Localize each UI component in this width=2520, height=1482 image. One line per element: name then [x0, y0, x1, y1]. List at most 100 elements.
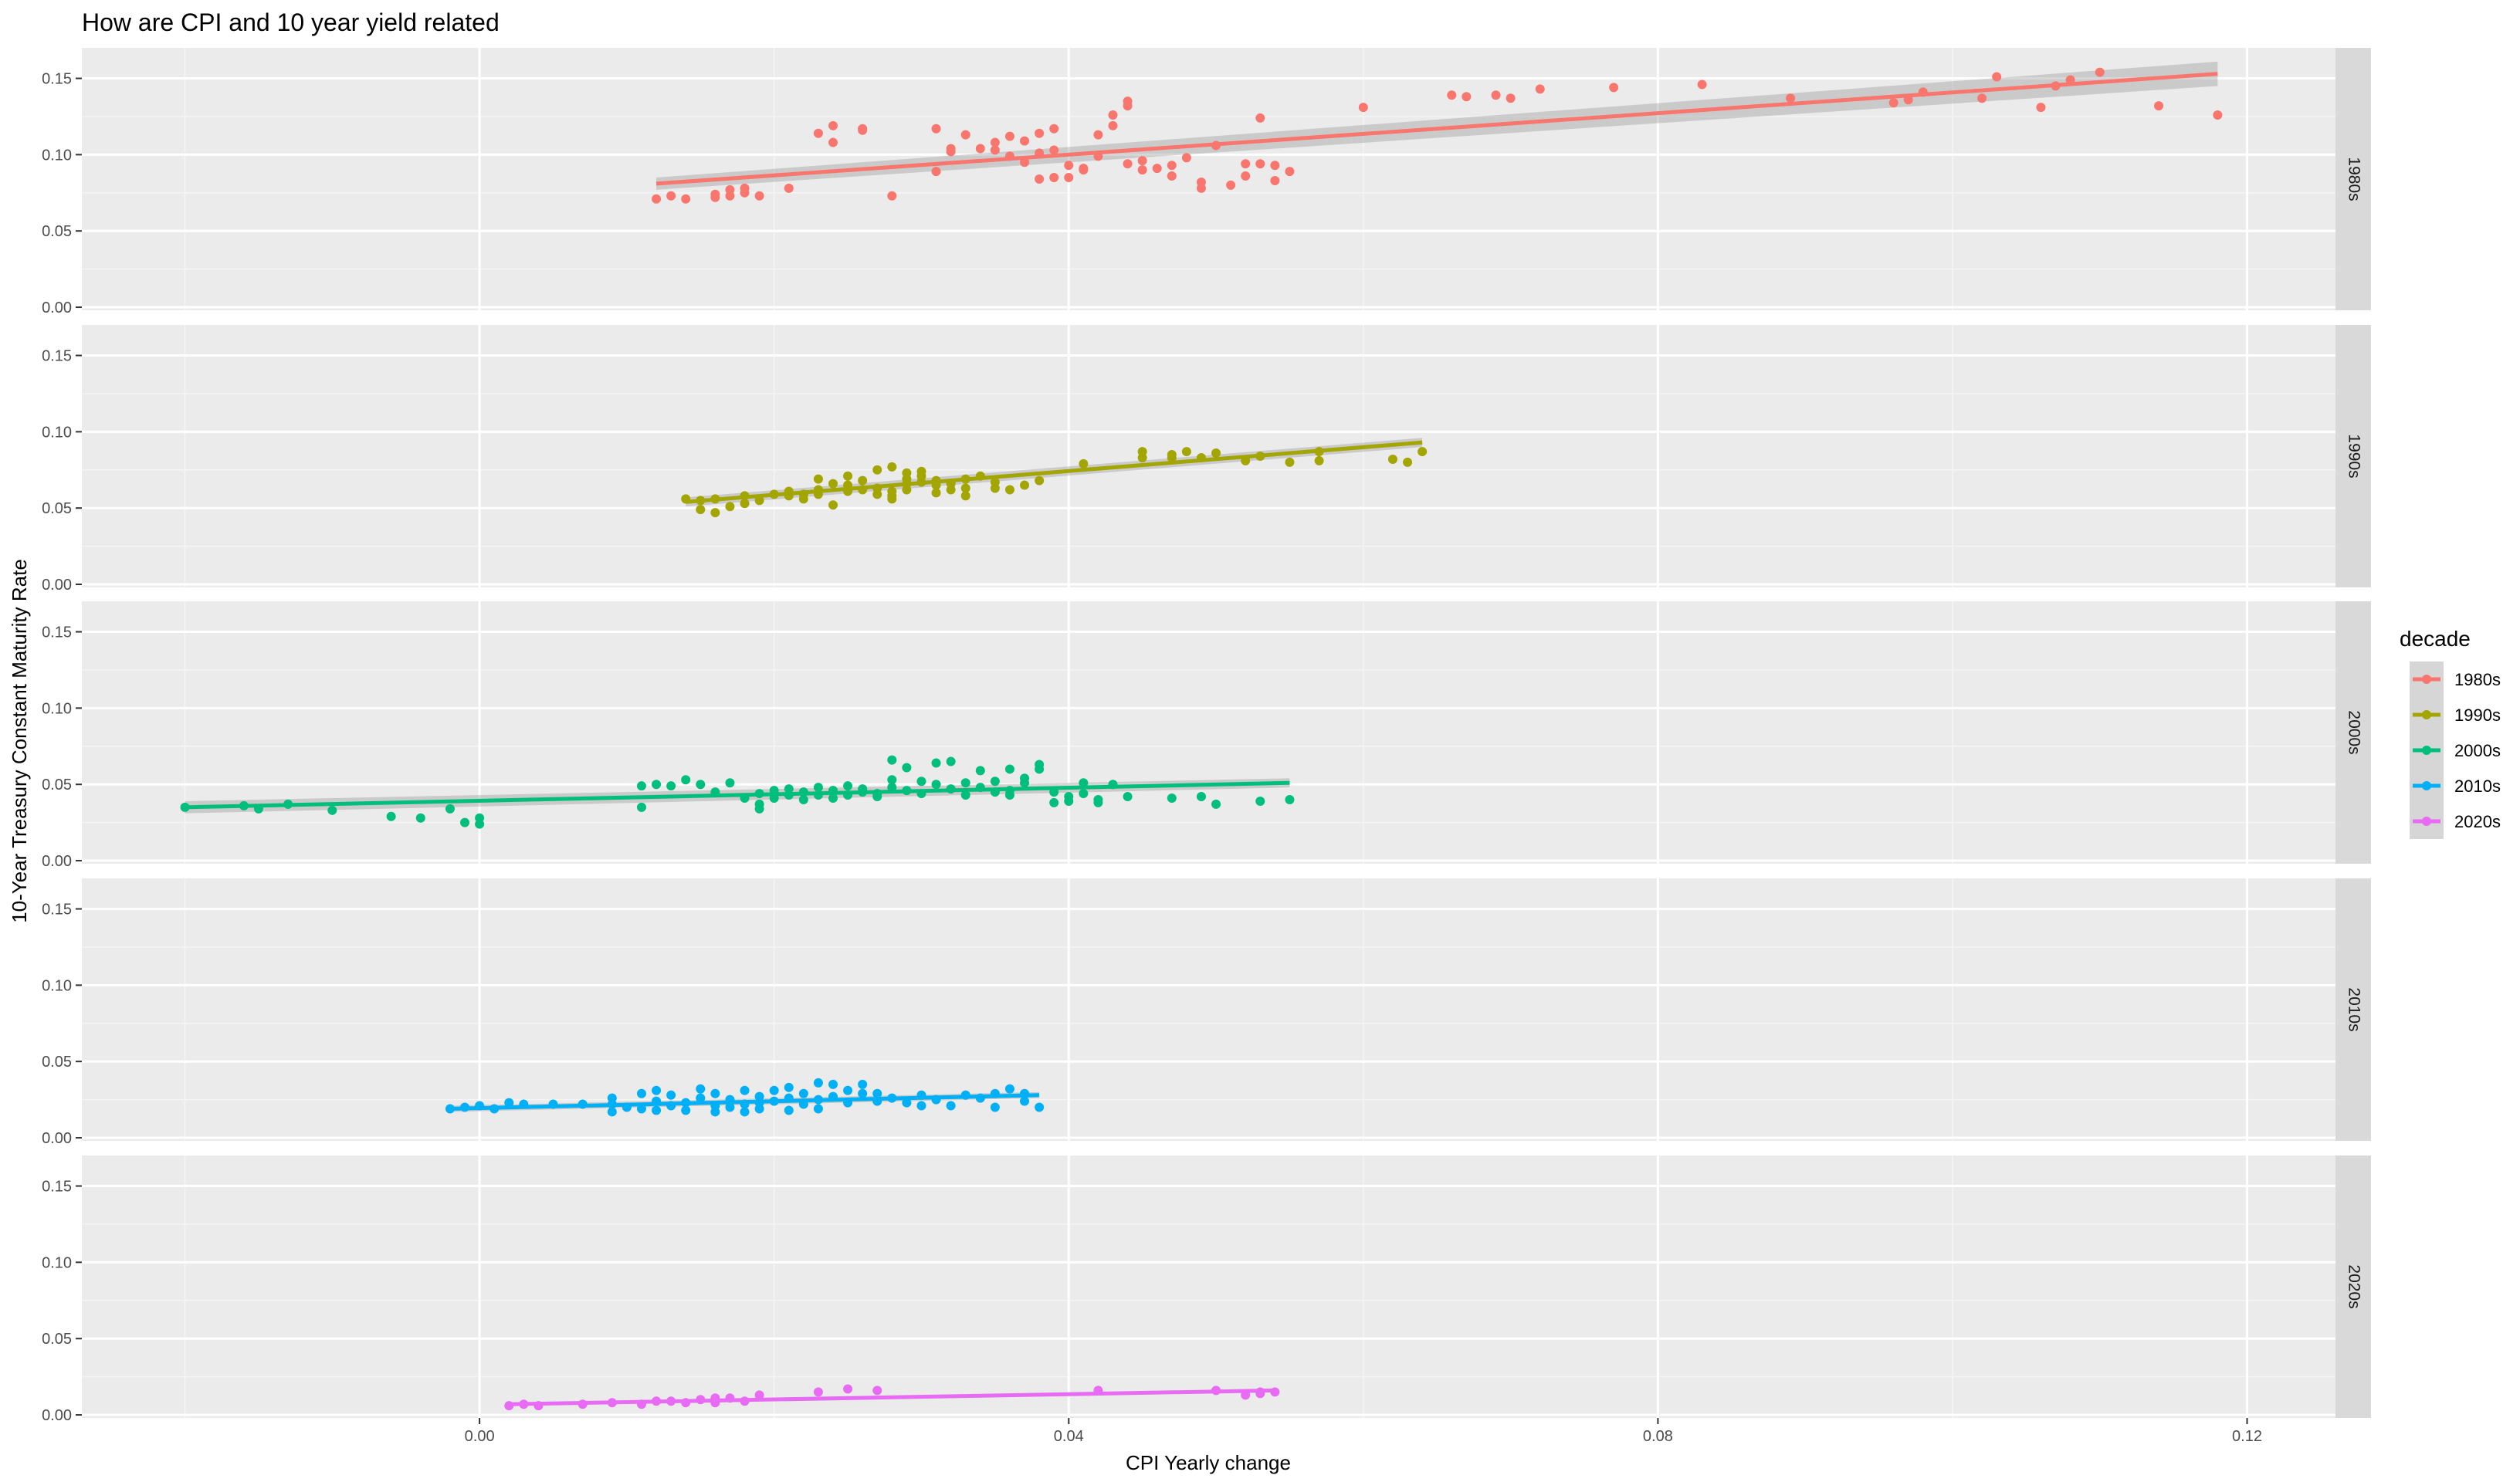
facet-panel-1990s: 0.00 0.05 0.10 0.15 1990s — [42, 325, 2371, 594]
data-point — [1004, 485, 1014, 495]
data-point — [754, 804, 764, 814]
data-point — [696, 780, 706, 790]
data-point — [2213, 110, 2223, 120]
data-point — [1491, 90, 1501, 100]
data-point — [1211, 799, 1221, 809]
data-point — [2095, 67, 2105, 77]
y-tick-label: 0.10 — [42, 700, 72, 717]
data-point — [975, 766, 985, 776]
data-point — [1079, 458, 1089, 469]
data-point — [1196, 177, 1206, 187]
panel-background — [82, 1155, 2335, 1418]
legend-item-2000s: 2000s — [2410, 733, 2501, 768]
facet-strip-label: 2010s — [2345, 987, 2362, 1031]
data-point — [725, 778, 735, 788]
y-tick-label: 0.10 — [42, 977, 72, 994]
data-point — [1609, 83, 1619, 93]
data-point — [916, 466, 926, 476]
data-point — [975, 144, 985, 154]
y-tick-label: 0.00 — [42, 1407, 72, 1424]
y-tick-label: 0.10 — [42, 424, 72, 441]
data-point — [813, 1104, 823, 1114]
data-point — [740, 1107, 750, 1117]
y-tick-label: 0.00 — [42, 299, 72, 316]
data-point — [740, 183, 750, 193]
data-point — [1079, 789, 1089, 799]
y-tick-label: 0.10 — [42, 147, 72, 164]
data-point — [1462, 92, 1472, 102]
legend-label: 2000s — [2454, 741, 2501, 760]
data-point — [872, 792, 882, 802]
data-point — [1123, 159, 1133, 169]
data-point — [1992, 72, 2002, 82]
data-point — [1035, 174, 1045, 184]
data-point — [960, 778, 970, 788]
data-point — [1255, 113, 1265, 123]
y-tick-label: 0.15 — [42, 348, 72, 365]
data-point — [858, 1088, 868, 1098]
data-point — [960, 491, 970, 501]
trend-line — [509, 1388, 1275, 1406]
data-point — [931, 488, 941, 498]
data-point — [858, 125, 868, 135]
data-point — [1035, 128, 1045, 138]
data-point — [828, 500, 838, 510]
data-point — [1786, 93, 1796, 103]
trend-line — [686, 440, 1423, 504]
data-point — [784, 183, 794, 193]
data-point — [1137, 156, 1147, 166]
facet-strip-label: 1990s — [2345, 434, 2362, 478]
facet-panel-2020s: 0.00 0.05 0.10 0.15 2020s — [42, 1155, 2371, 1424]
data-point — [725, 1102, 735, 1112]
data-point — [902, 1098, 912, 1108]
panel-background — [82, 601, 2335, 864]
data-point — [1049, 797, 1059, 807]
legend-item-1980s: 1980s — [2410, 661, 2501, 697]
data-point — [666, 191, 676, 201]
data-point — [1255, 796, 1265, 806]
facet-strip — [2335, 48, 2371, 310]
x-tick-label: 0.00 — [465, 1428, 495, 1445]
facet-strip — [2335, 1155, 2371, 1418]
data-point — [710, 1088, 720, 1098]
legend-label: 1980s — [2454, 670, 2501, 689]
y-tick-label: 0.10 — [42, 1254, 72, 1271]
data-point — [828, 479, 838, 489]
data-point — [636, 781, 646, 791]
data-point — [652, 1105, 662, 1115]
data-point — [1418, 447, 1428, 457]
data-point — [327, 805, 337, 815]
data-point — [843, 1384, 853, 1394]
y-tick-label: 0.15 — [42, 71, 72, 88]
data-point — [931, 780, 941, 790]
data-point — [887, 775, 897, 785]
data-point — [696, 505, 706, 515]
facet-strip — [2335, 601, 2371, 864]
data-point — [813, 474, 823, 484]
data-point — [858, 1079, 868, 1089]
facet-strip — [2335, 325, 2371, 587]
data-point — [636, 1104, 646, 1114]
data-point — [1387, 454, 1397, 464]
data-point — [1137, 452, 1147, 462]
data-point — [902, 763, 912, 773]
data-point — [990, 137, 1000, 147]
legend-item-2010s: 2010s — [2410, 768, 2501, 804]
data-point — [636, 802, 646, 812]
data-point — [696, 1093, 706, 1103]
data-point — [1270, 161, 1280, 171]
data-point — [1004, 131, 1014, 141]
data-point — [960, 790, 970, 800]
data-point — [740, 1085, 750, 1095]
data-point — [828, 120, 838, 130]
data-point — [1137, 165, 1147, 175]
data-point — [1004, 1084, 1014, 1094]
legend-label: 2010s — [2454, 777, 2501, 796]
data-point — [813, 1387, 823, 1397]
data-point — [769, 1085, 779, 1095]
data-point — [445, 804, 455, 814]
data-point — [475, 813, 485, 823]
data-point — [607, 1107, 617, 1117]
data-point — [652, 780, 662, 790]
data-point — [960, 130, 970, 140]
